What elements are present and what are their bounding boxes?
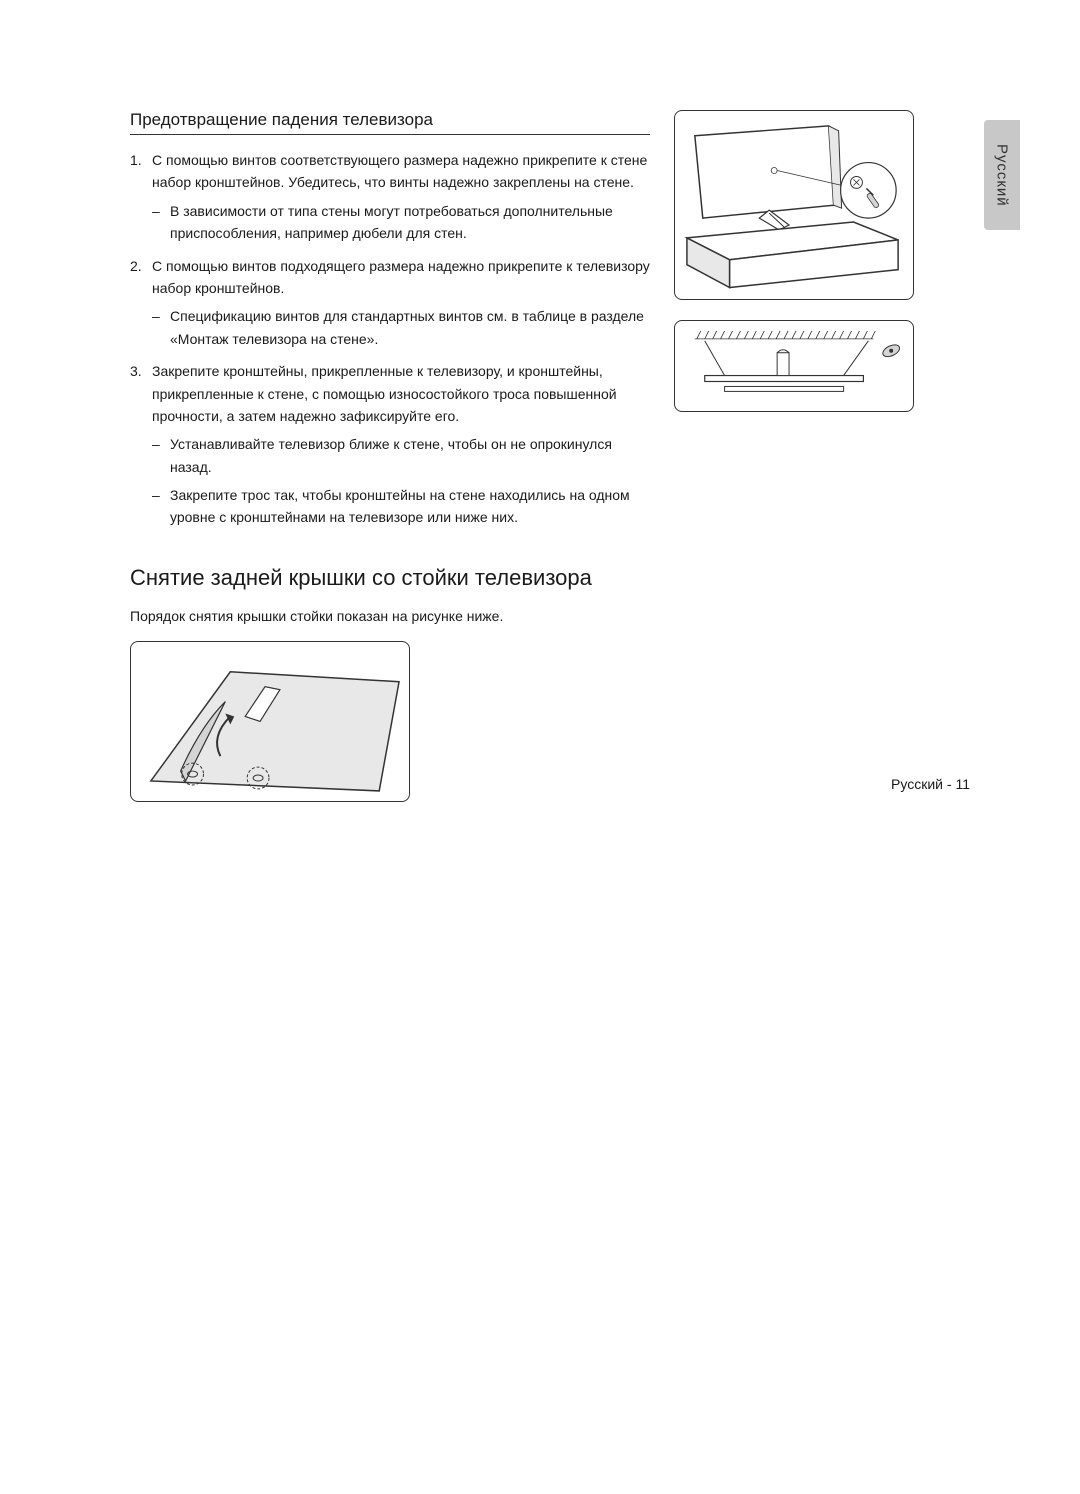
text-column: Предотвращение падения телевизора С помо… [130,110,650,802]
page-footer: Русский - 11 [891,776,970,792]
section2-title: Снятие задней крышки со стойки телевизор… [130,565,650,591]
sub-list-item: Устанавливайте телевизор ближе к стене, … [152,433,650,478]
list-item: С помощью винтов соответствующего размер… [130,149,650,245]
figure-tv-cabinet [674,110,914,300]
sub-list: Устанавливайте телевизор ближе к стене, … [152,433,650,529]
image-column [674,110,914,802]
section1-list: С помощью винтов соответствующего размер… [130,149,650,529]
language-tab-label: Русский [994,144,1011,207]
stand-cover-svg [131,642,409,801]
page: Русский Предотвращение падения телевизор… [0,0,1080,862]
language-tab: Русский [984,120,1020,230]
list-item-text: С помощью винтов подходящего размера над… [152,258,650,296]
list-item-text: С помощью винтов соответствующего размер… [152,152,647,190]
footer-page: 11 [955,776,970,792]
sub-list-item: Спецификацию винтов для стандартных винт… [152,305,650,350]
list-item: Закрепите кронштейны, прикрепленные к те… [130,360,650,529]
footer-language: Русский [891,776,943,792]
sub-list-item: Закрепите трос так, чтобы кронштейны на … [152,484,650,529]
wall-mount-svg [675,321,913,410]
list-item: С помощью винтов подходящего размера над… [130,255,650,351]
footer-separator: - [943,776,955,792]
sub-list: Спецификацию винтов для стандартных винт… [152,305,650,350]
tv-cabinet-svg [675,111,913,299]
sub-list: В зависимости от типа стены могут потреб… [152,200,650,245]
sub-list-item: В зависимости от типа стены могут потреб… [152,200,650,245]
figure-wall-mount [674,320,914,411]
section1-title: Предотвращение падения телевизора [130,110,650,135]
figure-stand-cover [130,641,410,802]
content-wrap: Предотвращение падения телевизора С помо… [130,110,970,802]
list-item-text: Закрепите кронштейны, прикрепленные к те… [152,363,617,424]
section2-intro: Порядок снятия крышки стойки показан на … [130,605,650,627]
